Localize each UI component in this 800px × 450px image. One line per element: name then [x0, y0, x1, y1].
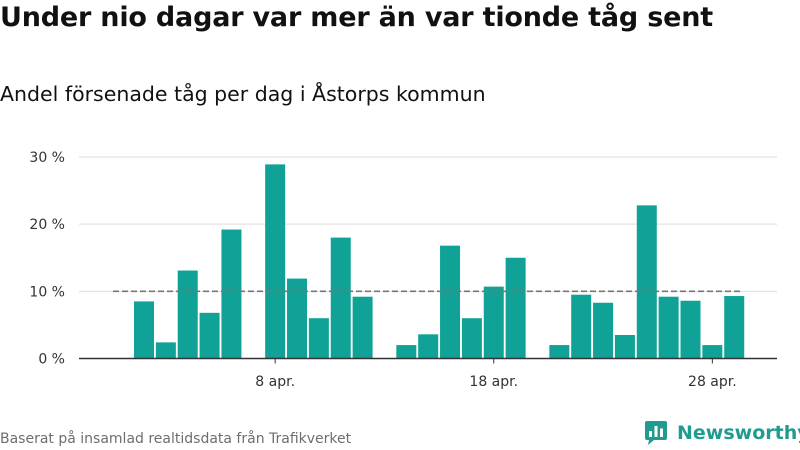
chart-title: Under nio dagar var mer än var tionde tå… — [0, 2, 713, 33]
bar — [221, 229, 242, 359]
bar — [330, 237, 351, 359]
bar — [724, 296, 745, 359]
bar — [680, 300, 701, 359]
brand-name: Newsworthy — [677, 422, 800, 444]
chart-subtitle: Andel försenade tåg per dag i Åstorps ko… — [0, 82, 486, 106]
bar — [134, 301, 154, 359]
bar — [702, 345, 723, 359]
bar — [440, 245, 461, 359]
y-tick-label: 10 % — [29, 284, 65, 300]
bar — [593, 302, 614, 359]
bar — [265, 164, 286, 359]
bar — [352, 296, 373, 359]
bar — [287, 278, 308, 359]
y-tick-label: 30 % — [29, 150, 65, 166]
bar — [199, 312, 220, 359]
x-tick-label: 28 apr. — [688, 374, 737, 390]
bar — [549, 345, 570, 359]
bar — [308, 318, 329, 359]
newsworthy-logo-icon — [645, 421, 667, 445]
x-tick-label: 8 apr. — [255, 374, 295, 390]
bar — [461, 318, 482, 359]
bar — [418, 334, 439, 359]
bar — [177, 270, 198, 359]
bar-chart: 0 % 10 % 20 % 30 % 8 apr. 18 apr. 28 apr. — [29, 150, 777, 390]
brand-logo[interactable]: Newsworthy — [644, 420, 800, 446]
y-tick-label: 0 % — [38, 352, 65, 368]
bar — [614, 334, 635, 359]
bar — [396, 345, 417, 359]
y-tick-label: 20 % — [29, 217, 65, 233]
bar — [636, 205, 657, 359]
bar — [658, 296, 679, 359]
bar — [505, 257, 526, 359]
source-note: Baserat på insamlad realtidsdata från Tr… — [0, 431, 352, 447]
bar — [571, 294, 592, 359]
bar — [483, 286, 504, 359]
x-tick-label: 18 apr. — [469, 374, 518, 390]
bar — [155, 342, 176, 359]
